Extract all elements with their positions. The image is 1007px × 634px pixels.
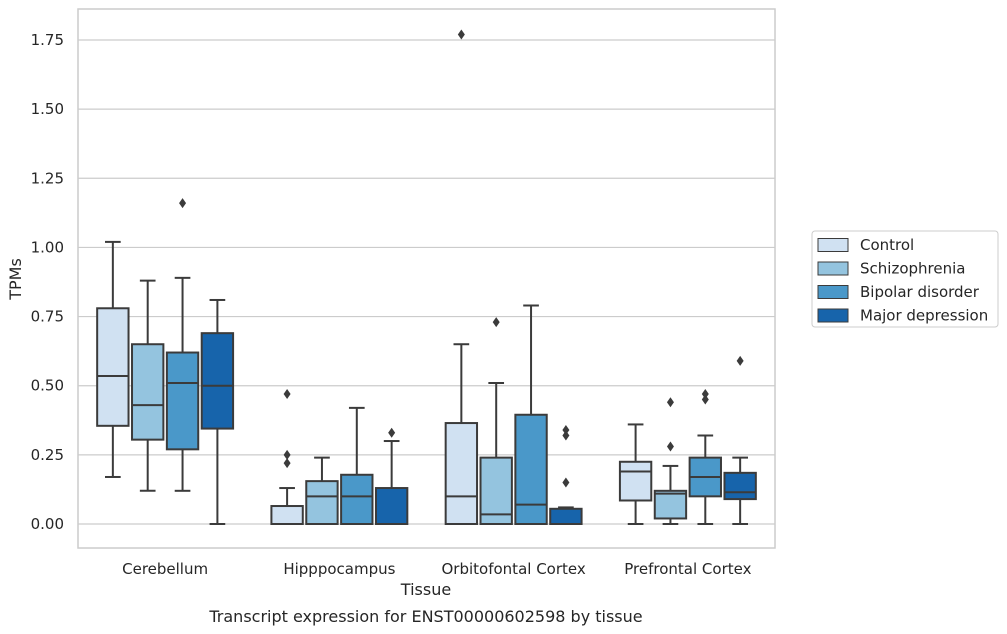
legend-label: Bipolar disorder — [860, 283, 980, 301]
box-schizophrenia — [479, 317, 513, 526]
chart-title: Transcript expression for ENST0000060259… — [208, 607, 642, 626]
box-iqr — [723, 471, 757, 501]
box-schizophrenia — [131, 279, 165, 492]
outlier-point — [701, 389, 709, 400]
box-major-depression — [723, 355, 757, 525]
box-iqr — [305, 480, 339, 526]
legend-swatch — [817, 285, 849, 299]
box-series — [96, 29, 757, 526]
y-tick-label: 1.75 — [31, 31, 64, 49]
box-iqr — [131, 343, 165, 441]
y-tick-label: 1.00 — [31, 238, 64, 256]
box-major-depression — [549, 424, 583, 526]
y-tick-label: 0.25 — [31, 446, 64, 464]
outlier-point — [283, 389, 291, 400]
box-iqr — [200, 332, 235, 430]
legend: Control Schizophrenia Bipolar disorder Majo… — [811, 230, 999, 328]
legend-swatch — [817, 308, 849, 323]
x-axis-label: Tissue — [400, 580, 451, 599]
outlier-point — [283, 449, 291, 460]
box-schizophrenia — [305, 456, 339, 526]
box-iqr — [165, 351, 200, 451]
x-axis-ticks: Cerebellum Hipppocampus Orbitofontal Corte… — [122, 560, 751, 578]
outlier-point — [736, 355, 744, 366]
y-axis-ticks: 0.00 0.25 0.50 0.75 1.00 1.25 1.50 1.75 — [31, 31, 64, 533]
box-bipolar-disorder — [340, 406, 374, 526]
outlier-point — [388, 427, 396, 438]
box-iqr — [653, 489, 688, 520]
outlier-point — [283, 458, 291, 469]
box-control — [618, 423, 653, 525]
y-tick-label: 1.50 — [31, 100, 64, 118]
outlier-point — [666, 441, 674, 452]
box-iqr — [549, 507, 583, 526]
box-iqr — [340, 473, 374, 526]
box-bipolar-disorder — [688, 389, 722, 525]
outlier-point — [562, 424, 570, 435]
box-control — [444, 29, 479, 525]
legend-swatch — [817, 261, 849, 276]
y-tick-label: 1.25 — [31, 169, 64, 187]
box-control — [270, 389, 304, 525]
y-tick-label: 0.50 — [31, 377, 64, 395]
box-control — [96, 240, 130, 478]
x-tick-label: Hipppocampus — [283, 560, 395, 578]
legend-label: Major depression — [860, 307, 988, 325]
box-iqr — [96, 307, 130, 427]
legend-label: Control — [860, 236, 914, 254]
outlier-point — [666, 397, 674, 408]
y-tick-label: 0.75 — [31, 308, 64, 326]
box-bipolar-disorder — [514, 304, 548, 525]
outlier-point — [562, 477, 570, 488]
box-iqr — [479, 456, 513, 526]
box-schizophrenia — [653, 397, 688, 525]
y-tick-label: 0.00 — [31, 515, 64, 533]
box-iqr — [444, 422, 479, 525]
plot-frame — [77, 8, 776, 549]
box-iqr — [374, 487, 409, 525]
box-iqr — [618, 460, 653, 502]
outlier-point — [492, 317, 500, 328]
box-bipolar-disorder — [165, 198, 200, 492]
x-tick-label: Orbitofontal Cortex — [442, 560, 586, 578]
box-major-depression — [374, 427, 409, 525]
x-tick-label: Cerebellum — [122, 560, 208, 578]
box-major-depression — [200, 298, 235, 525]
outlier-point — [179, 198, 187, 209]
y-axis-label: TPMs — [6, 258, 25, 301]
legend-frame — [811, 230, 999, 328]
plot-area — [78, 9, 775, 548]
box-iqr — [514, 413, 548, 525]
x-tick-label: Prefrontal Cortex — [624, 560, 751, 578]
outlier-point — [457, 29, 465, 40]
legend-label: Schizophrenia — [860, 260, 965, 278]
legend-swatch — [817, 238, 849, 252]
outlier-point — [562, 430, 570, 441]
outlier-point — [701, 394, 709, 405]
box-iqr — [270, 505, 304, 525]
